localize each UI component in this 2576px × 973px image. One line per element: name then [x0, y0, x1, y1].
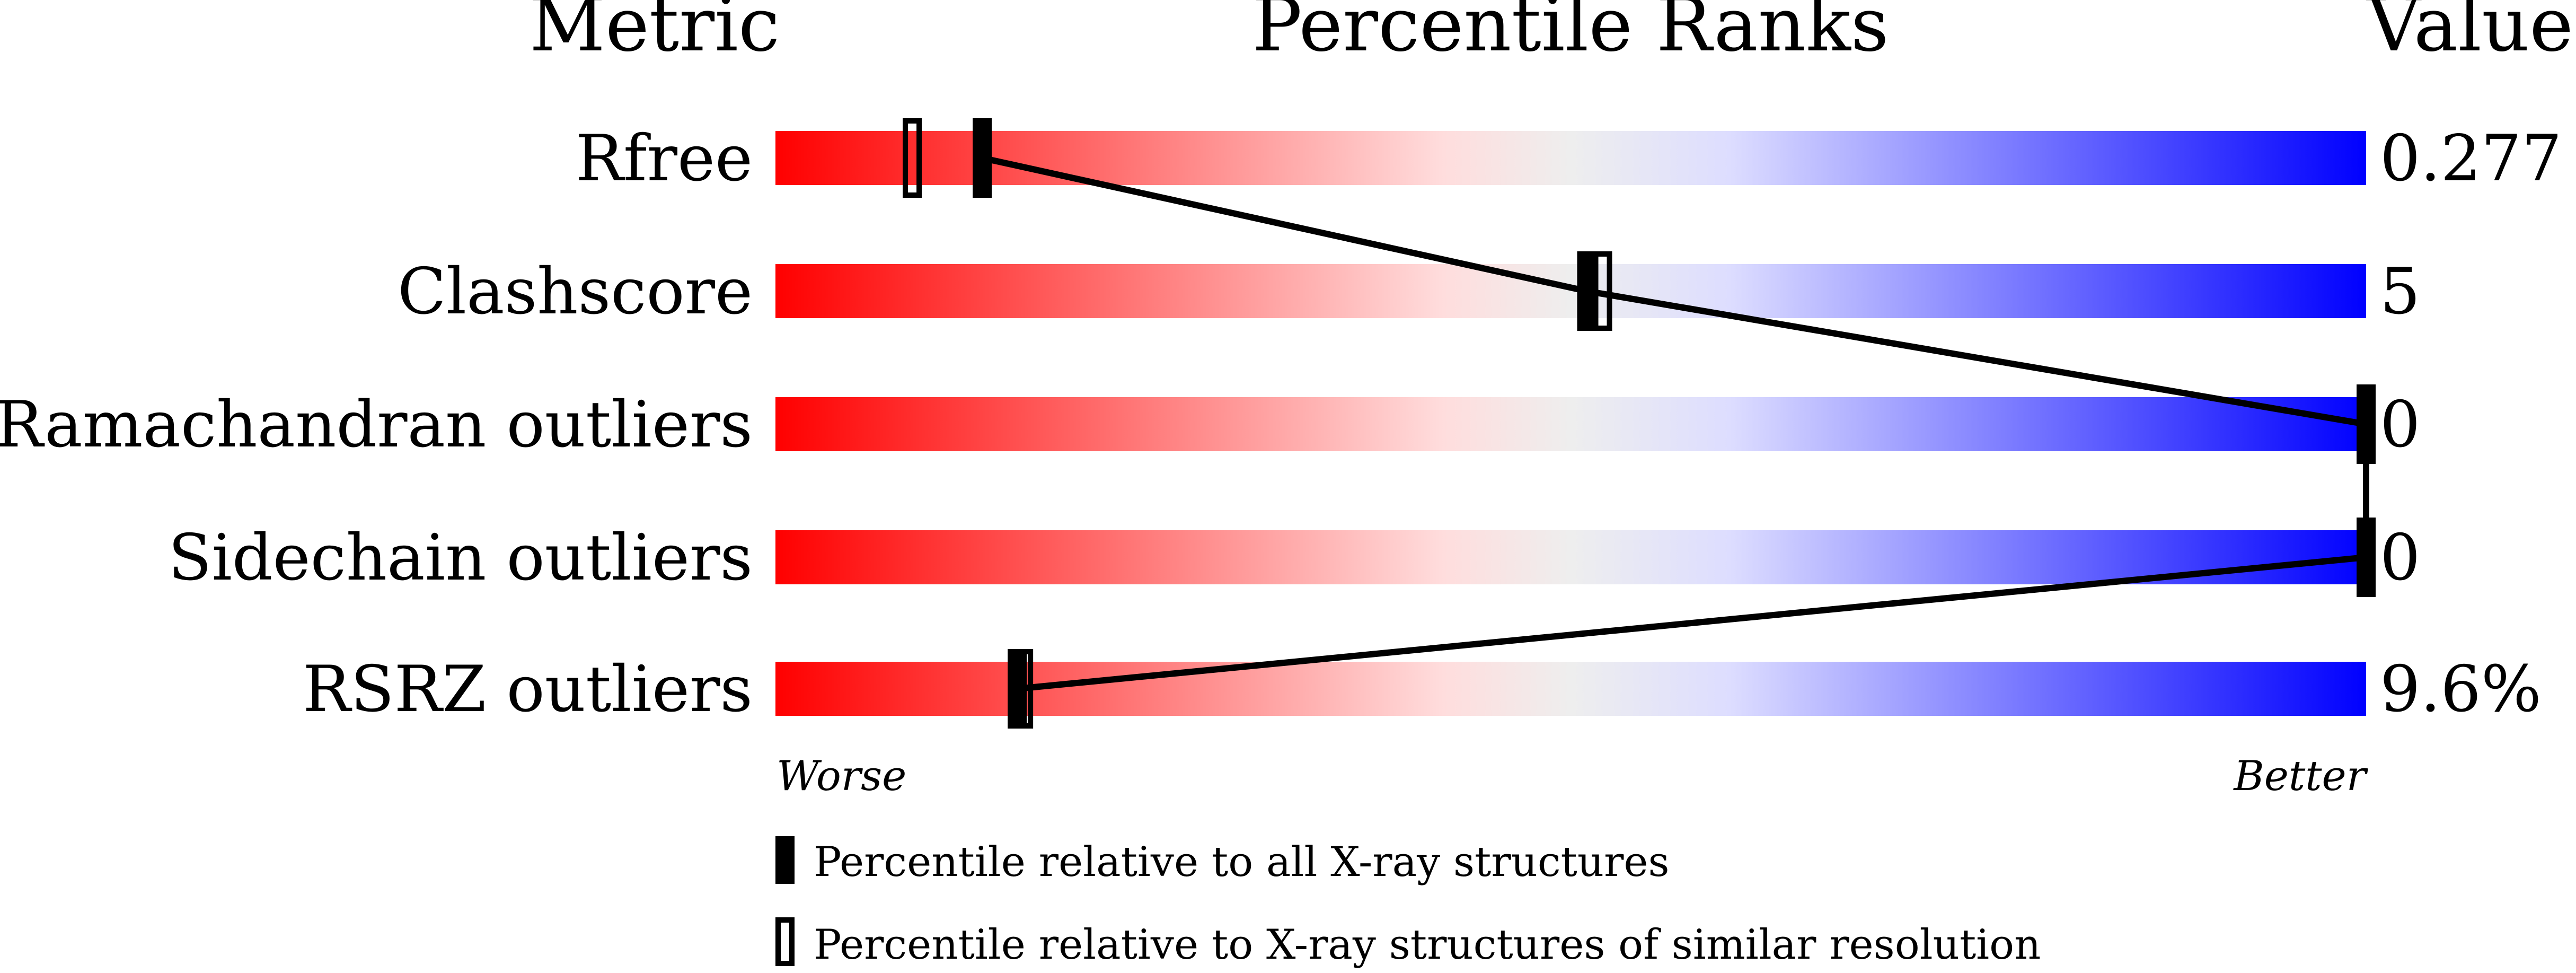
legend: Percentile relative to all X-ray structu…	[775, 836, 2041, 969]
marker-all-structures	[1577, 251, 1596, 331]
header-percentile-ranks: Percentile Ranks	[1252, 0, 1889, 68]
header-metric: Metric	[530, 0, 780, 68]
percentile-bar	[775, 264, 2366, 318]
percentile-bar	[775, 530, 2366, 584]
percentile-bar	[775, 397, 2366, 451]
marker-similar-resolution	[903, 118, 922, 198]
axis-better-label: Better	[2233, 752, 2368, 800]
marker-similar-resolution	[1593, 251, 1612, 331]
legend-filled-label: Percentile relative to all X-ray structu…	[814, 838, 1670, 886]
legend-hollow-marker	[775, 917, 795, 966]
axis-worse-label: Worse	[777, 752, 906, 800]
legend-hollow-label: Percentile relative to X-ray structures …	[814, 921, 2041, 969]
metric-value: 0	[2380, 521, 2420, 595]
marker-similar-resolution	[1014, 649, 1034, 729]
metric-value: 0.277	[2380, 122, 2562, 196]
metric-label: RSRZ outliers	[303, 653, 753, 726]
metric-value: 0	[2380, 388, 2420, 462]
metric-label: Ramachandran outliers	[0, 388, 753, 462]
marker-all-structures	[973, 118, 992, 198]
percentile-bar	[775, 131, 2366, 185]
marker-all-structures	[2357, 384, 2376, 464]
metric-label: Clashscore	[398, 255, 753, 329]
marker-all-structures	[2357, 518, 2376, 597]
header-value: Value	[2366, 0, 2573, 68]
legend-filled-marker	[775, 836, 795, 884]
metric-value: 9.6%	[2380, 653, 2542, 726]
metric-label: Rfree	[576, 122, 753, 196]
metric-label: Sidechain outliers	[168, 521, 753, 595]
metric-value: 5	[2380, 255, 2420, 329]
